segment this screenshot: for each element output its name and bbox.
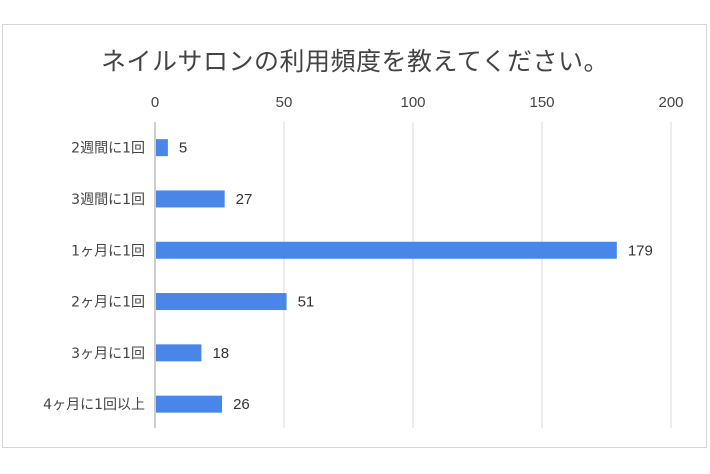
data-labels: 5 27 179 51 18 26 xyxy=(179,140,653,414)
x-tick-label: 200 xyxy=(658,94,683,111)
category-label: 1ヶ月に1回 xyxy=(71,243,145,259)
x-tick-label: 0 xyxy=(151,94,159,111)
data-label: 26 xyxy=(233,396,250,413)
data-label: 27 xyxy=(236,191,253,208)
bars xyxy=(156,139,617,413)
category-label: 2週間に1回 xyxy=(71,141,145,157)
chart-frame xyxy=(2,24,707,448)
data-label: 179 xyxy=(628,242,653,259)
category-label: 2ヶ月に1回 xyxy=(71,295,145,311)
x-tick-label: 50 xyxy=(276,94,293,111)
y-axis-categories: 2週間に1回 3週間に1回 1ヶ月に1回 2ヶ月に1回 3ヶ月に1回 4ヶ月に1回以上 xyxy=(43,141,145,414)
bar xyxy=(156,395,223,413)
data-label: 5 xyxy=(179,140,187,157)
gridlines xyxy=(154,122,672,428)
x-tick-label: 100 xyxy=(400,94,425,111)
category-label: 3ヶ月に1回 xyxy=(71,346,145,362)
category-label: 4ヶ月に1回以上 xyxy=(43,397,145,413)
bar xyxy=(156,344,202,362)
chart-title: ネイルサロンの利用頻度を教えてください。 xyxy=(100,47,609,76)
bar xyxy=(156,241,617,259)
category-label: 3週間に1回 xyxy=(71,192,145,208)
bar xyxy=(156,190,225,208)
data-label: 51 xyxy=(298,294,315,311)
data-label: 18 xyxy=(212,345,229,362)
x-axis-ticks: 0 50 100 150 200 xyxy=(151,94,684,111)
bar xyxy=(156,139,168,157)
x-tick-label: 150 xyxy=(529,94,554,111)
bar xyxy=(156,293,287,311)
